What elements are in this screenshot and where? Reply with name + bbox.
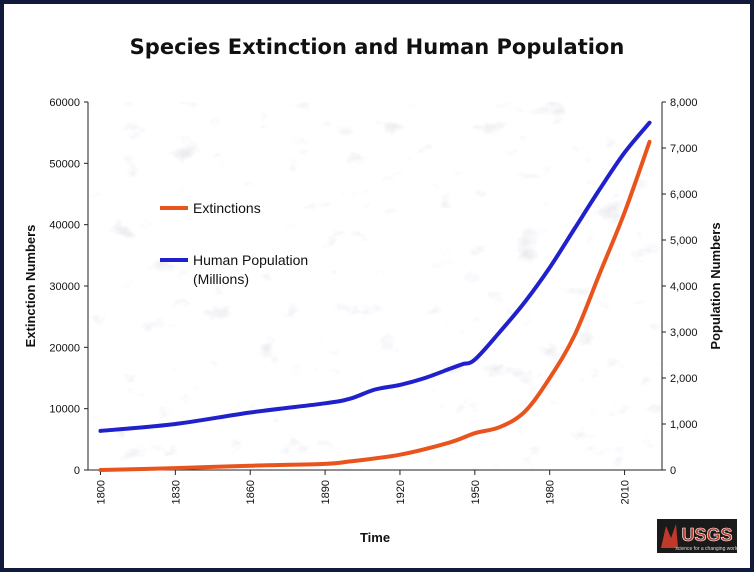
- y-right-tick-label: 7,000: [670, 143, 698, 155]
- y-right-tick-label: 8,000: [670, 97, 698, 109]
- usgs-logo-mark: [661, 524, 678, 548]
- y-right-tick-label: 4,000: [670, 281, 698, 293]
- y-left-tick-label: 10000: [49, 404, 80, 416]
- usgs-logo: USGS science for a changing world: [657, 519, 739, 553]
- axes: 0 10000 20000 30000 40000 50000 60000 0 1,000 2,0…: [49, 97, 697, 504]
- x-tick-label: 1890: [320, 480, 332, 504]
- y-left-tick-label: 30000: [49, 281, 80, 293]
- x-tick-label: 1950: [470, 480, 482, 504]
- y-axis-right-label: Population Numbers: [708, 222, 723, 349]
- y-right-tick-label: 3,000: [670, 327, 698, 339]
- y-left-tick-label: 50000: [49, 158, 80, 170]
- usgs-logo-tagline: science for a changing world: [675, 546, 739, 552]
- plot-area-background: [88, 102, 662, 470]
- y-left-tick-label: 20000: [49, 342, 80, 354]
- x-tick-label: 1800: [95, 480, 107, 504]
- x-tick-label: 1980: [545, 480, 557, 504]
- y-right-tick-label: 5,000: [670, 235, 698, 247]
- x-tick-label: 1860: [245, 480, 257, 504]
- series-lines: [98, 120, 652, 472]
- extinctions-line: [98, 139, 652, 472]
- x-axis-label: Time: [360, 530, 390, 545]
- y-axis-left-label: Extinction Numbers: [23, 225, 38, 348]
- x-tick-label: 1830: [170, 480, 182, 504]
- usgs-logo-text: USGS: [681, 525, 732, 545]
- y-right-tick-label: 2,000: [670, 373, 698, 385]
- legend: Extinctions Human Population (Millions): [160, 200, 312, 287]
- y-left-tick-label: 60000: [49, 97, 80, 109]
- y-right-tick-label: 0: [670, 465, 676, 477]
- y-left-tick-label: 0: [74, 465, 80, 477]
- population-line: [98, 120, 652, 433]
- y-left-tick-label: 40000: [49, 220, 80, 232]
- x-tick-label: 1920: [395, 480, 407, 504]
- y-right-tick-label: 1,000: [670, 419, 698, 431]
- legend-label-population: Human Population (Millions): [193, 252, 312, 287]
- x-tick-label: 2010: [620, 480, 632, 504]
- legend-label-extinctions: Extinctions: [193, 200, 261, 216]
- chart-title: Species Extinction and Human Population: [130, 35, 625, 59]
- y-right-tick-label: 6,000: [670, 189, 698, 201]
